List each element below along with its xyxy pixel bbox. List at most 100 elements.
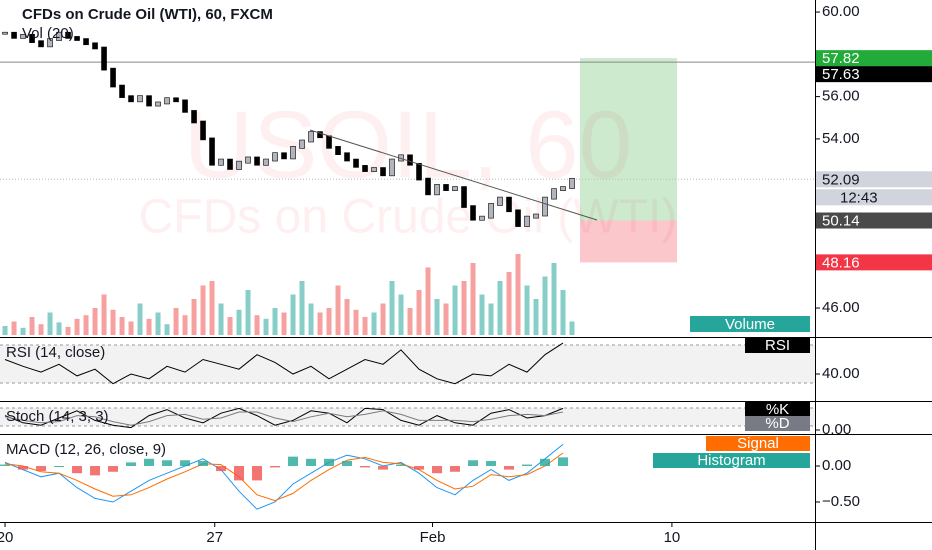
volume-bar xyxy=(569,321,575,335)
candle-body xyxy=(101,46,107,71)
candle-body xyxy=(200,120,206,141)
candle-body xyxy=(488,203,494,219)
histogram-bar xyxy=(18,466,29,470)
x-tick-label: 10 xyxy=(664,529,681,546)
legend-tag xyxy=(706,436,810,451)
candle-body xyxy=(56,31,62,41)
legend-label: RSI xyxy=(765,337,790,354)
volume-bar xyxy=(434,299,440,335)
chart-title: CFDs on Crude Oil (WTI), 60, FXCM xyxy=(22,6,273,23)
volume-bar xyxy=(119,317,125,335)
volume-bar xyxy=(524,285,530,335)
legend-tag xyxy=(690,316,810,332)
price-tag-label: 50.14 xyxy=(822,212,860,229)
volume-bar xyxy=(335,285,341,335)
volume-bar xyxy=(452,285,458,335)
volume-bar xyxy=(290,294,296,335)
y-tick-label: 0.00 xyxy=(822,457,851,474)
volume-bar xyxy=(407,308,413,335)
histogram-bar xyxy=(414,466,425,470)
volume-bar xyxy=(263,318,269,335)
candle-body xyxy=(335,146,341,156)
x-tick-label: Feb xyxy=(420,529,446,546)
candle-body xyxy=(245,156,251,164)
candle-body xyxy=(146,95,152,107)
candle-body xyxy=(452,186,458,191)
candle-body xyxy=(344,152,350,162)
histogram-bar xyxy=(468,460,479,467)
price-tag xyxy=(816,66,932,83)
volume-bar xyxy=(146,318,152,335)
price-tag-label: 57.63 xyxy=(822,66,860,83)
volume-bar xyxy=(470,263,476,335)
candle-body xyxy=(524,215,530,227)
candle-body xyxy=(569,177,575,189)
profit-zone xyxy=(580,58,677,221)
volume-bar xyxy=(542,276,548,335)
y-tick-label: 60.00 xyxy=(822,3,860,20)
histogram-bar xyxy=(288,456,299,467)
candle-body xyxy=(173,97,179,103)
candle-body xyxy=(443,184,449,191)
volume-bar xyxy=(533,299,539,335)
candle-body xyxy=(353,158,359,168)
y-tick-label: 54.00 xyxy=(822,130,860,147)
volume-bar xyxy=(83,315,89,335)
price-tag xyxy=(816,171,932,188)
candle-body xyxy=(92,42,98,50)
legend-label: %D xyxy=(765,415,789,432)
volume-bar xyxy=(110,309,116,335)
candle-body xyxy=(515,209,521,227)
candle-body xyxy=(74,36,80,41)
volume-bar xyxy=(488,303,494,335)
candle-body xyxy=(290,146,296,160)
volume-bar xyxy=(254,315,260,335)
volume-bar xyxy=(389,281,395,335)
candle-body xyxy=(479,215,485,221)
loss-zone xyxy=(580,220,677,263)
histogram-bar xyxy=(450,466,461,472)
legend-label: Histogram xyxy=(697,452,765,469)
volume-bar xyxy=(47,312,53,335)
candle-body xyxy=(407,154,413,166)
legend-label: %K xyxy=(766,401,789,418)
volume-bar xyxy=(227,317,233,335)
price-tag-label: 52.09 xyxy=(822,171,860,188)
volume-bar xyxy=(92,308,98,335)
legend-tag xyxy=(653,453,810,468)
histogram-bar xyxy=(504,466,515,470)
histogram-bar xyxy=(108,466,119,472)
volume-bar xyxy=(461,281,467,335)
volume-bar xyxy=(299,281,305,335)
candle-body xyxy=(164,97,170,105)
countdown-tag xyxy=(816,189,932,206)
volume-bar xyxy=(20,327,26,335)
histogram-bar xyxy=(144,458,155,467)
candle-body xyxy=(560,186,566,191)
candle-body xyxy=(380,167,386,177)
volume-bar xyxy=(515,254,521,335)
volume-bar xyxy=(380,303,386,335)
volume-bar xyxy=(416,290,422,335)
volume-bar xyxy=(560,290,566,335)
histogram-bar xyxy=(0,464,11,467)
series-line xyxy=(4,452,564,502)
volume-bar xyxy=(65,326,71,335)
x-tick-label: 27 xyxy=(206,529,223,546)
volume-bar xyxy=(551,263,557,335)
series-line xyxy=(4,342,564,385)
volume-bar xyxy=(425,267,431,335)
candle-body xyxy=(497,196,503,206)
volume-bar xyxy=(2,326,8,335)
histogram-bar xyxy=(162,460,173,467)
histogram-bar xyxy=(54,466,65,468)
candle-body xyxy=(29,34,35,43)
x-tick-label: 20 xyxy=(0,529,13,546)
volume-bar xyxy=(308,303,314,335)
volume-bar xyxy=(29,317,35,335)
candle-body xyxy=(299,139,305,149)
candle-body xyxy=(533,213,539,219)
volume-bar xyxy=(38,324,44,335)
candle-body xyxy=(308,131,314,143)
